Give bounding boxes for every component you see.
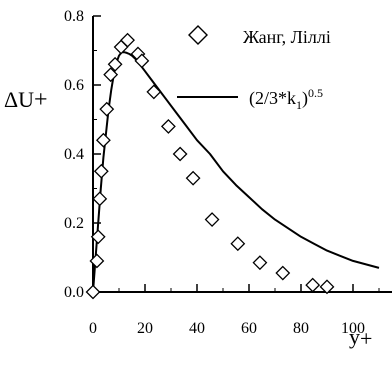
- x-axis-label-sub: +: [360, 326, 372, 351]
- data-point-diamond: [204, 212, 220, 227]
- y-tick-label: 0.8: [64, 8, 84, 25]
- model-curve-line: [92, 51, 380, 293]
- data-markers-layer: [85, 32, 335, 300]
- model-curve-layer: [92, 51, 380, 293]
- data-point-diamond: [305, 277, 321, 293]
- data-point-diamond: [93, 163, 109, 179]
- data-point-diamond: [160, 118, 176, 134]
- x-tick-label: 80: [293, 320, 309, 337]
- data-point-diamond: [172, 146, 188, 162]
- y-tick-label: 0.0: [64, 284, 84, 301]
- data-point-diamond: [107, 56, 123, 72]
- data-point-diamond: [252, 255, 268, 271]
- y-axis-label-sub: +: [34, 87, 48, 113]
- x-axis-label: y+: [349, 324, 372, 351]
- x-tick-label: 60: [241, 320, 257, 337]
- y-tick-label: 0.4: [64, 146, 84, 163]
- data-point-diamond: [90, 229, 106, 245]
- data-point-diamond: [134, 53, 150, 69]
- data-point-diamond: [319, 279, 335, 295]
- data-point-diamond: [146, 84, 162, 100]
- data-point-diamond: [89, 253, 105, 269]
- legend-diamond-marker: [188, 25, 208, 45]
- data-point-diamond: [85, 284, 101, 300]
- legend-label-measured: Жанг, Ліллі: [243, 27, 331, 47]
- tick-labels-layer: 0.0 0.2 0.4 0.6 0.8 0 20 40 60 80 100: [64, 8, 365, 337]
- data-point-diamond: [275, 265, 291, 281]
- data-point-diamond: [99, 101, 115, 117]
- data-point-diamond: [103, 67, 119, 83]
- y-tick-label: 0.2: [64, 215, 84, 232]
- data-point-diamond: [92, 191, 108, 207]
- legend: Жанг, Ліллі (2/3*k1)0.5: [177, 25, 331, 112]
- data-point-diamond: [185, 170, 201, 186]
- x-tick-label: 0: [89, 320, 97, 337]
- data-point-diamond: [120, 32, 135, 48]
- data-point-diamond: [230, 236, 246, 252]
- legend-label-model: (2/3*k1)0.5: [249, 86, 323, 112]
- data-point-diamond: [95, 132, 111, 148]
- x-tick-label: 20: [137, 320, 153, 337]
- x-tick-label: 100: [341, 320, 365, 337]
- y-tick-label: 0.6: [64, 77, 84, 94]
- x-tick-label: 40: [189, 320, 205, 337]
- y-axis-label: ΔU+: [4, 87, 48, 113]
